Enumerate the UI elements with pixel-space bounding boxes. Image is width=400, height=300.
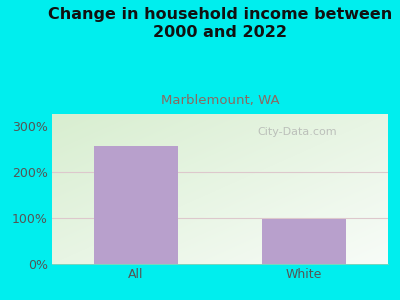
Bar <box>94 146 178 264</box>
Bar <box>262 219 346 264</box>
Text: City-Data.com: City-Data.com <box>258 127 337 137</box>
Text: Change in household income between
2000 and 2022: Change in household income between 2000 … <box>48 8 392 40</box>
Text: Marblemount, WA: Marblemount, WA <box>161 94 279 107</box>
